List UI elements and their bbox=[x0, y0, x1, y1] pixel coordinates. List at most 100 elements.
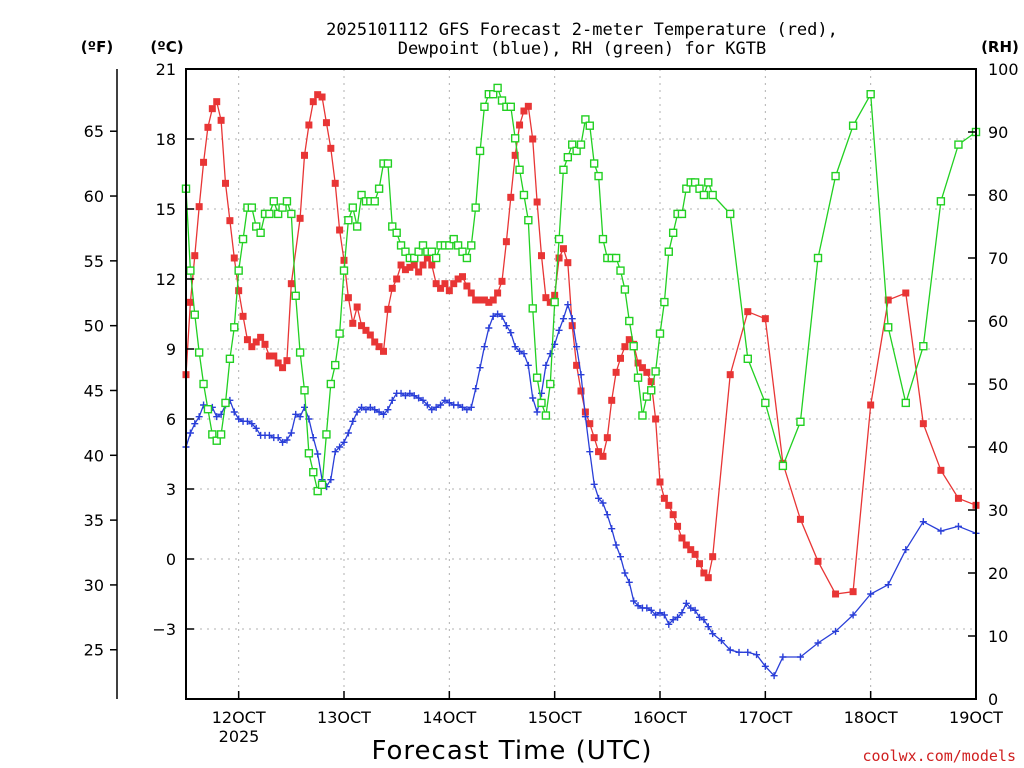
rh-point bbox=[221, 398, 230, 408]
dewpoint-point bbox=[437, 401, 445, 409]
rh-point bbox=[633, 373, 643, 382]
temperature-point bbox=[432, 280, 440, 288]
dewpoint-point bbox=[674, 613, 682, 621]
rh-point bbox=[743, 354, 752, 363]
dewpoint-point bbox=[612, 541, 620, 549]
x-tick-label: 12OCT bbox=[212, 708, 266, 727]
rh-point bbox=[208, 430, 217, 439]
temperature-point bbox=[542, 294, 550, 302]
dewpoint-point bbox=[459, 403, 466, 411]
rh-point bbox=[936, 197, 946, 206]
rh-point bbox=[497, 96, 507, 105]
celsius-tick-label: 3 bbox=[166, 480, 176, 499]
x-axis-label: Forecast Time (UTC) bbox=[371, 736, 652, 766]
temperature-point bbox=[595, 448, 603, 456]
fahrenheit-tick-label: 30 bbox=[84, 576, 104, 595]
fahrenheit-tick-label: 55 bbox=[84, 252, 104, 271]
temperature-point bbox=[538, 252, 545, 260]
dewpoint-point bbox=[779, 653, 787, 661]
dewpoint-point bbox=[717, 637, 725, 645]
dewpoint-point bbox=[573, 343, 581, 351]
rh-point bbox=[238, 234, 248, 244]
dewpoint-point bbox=[919, 518, 927, 526]
rh-point bbox=[559, 165, 568, 175]
x-tick-label: 14OCT bbox=[422, 708, 476, 727]
rh-point bbox=[322, 430, 331, 439]
rh-point bbox=[695, 184, 704, 193]
rh-point bbox=[392, 228, 401, 238]
rh-point bbox=[194, 348, 204, 357]
celsius-tick-label: 21 bbox=[156, 60, 176, 79]
rh-point bbox=[317, 480, 327, 489]
temperature-point bbox=[459, 273, 466, 281]
x-tick-label: 17OCT bbox=[738, 708, 792, 727]
dewpoint-point bbox=[235, 415, 243, 423]
rh-point bbox=[489, 89, 498, 99]
dewpoint-point bbox=[502, 322, 510, 330]
rh-point bbox=[668, 228, 678, 238]
rh-point bbox=[199, 379, 208, 389]
temperature-point bbox=[761, 315, 769, 323]
rh-point bbox=[431, 253, 441, 263]
dewpoint-point bbox=[542, 361, 550, 369]
temperature-point bbox=[208, 105, 216, 113]
rh-point bbox=[216, 430, 226, 439]
site-credit: coolwx.com/models bbox=[862, 747, 1016, 765]
temperature-point bbox=[375, 343, 383, 351]
temperature-point bbox=[533, 198, 541, 206]
dewpoint-point bbox=[621, 569, 629, 577]
dewpoint-point bbox=[555, 326, 563, 334]
temperature-point bbox=[265, 352, 273, 360]
celsius-tick-label: 18 bbox=[156, 130, 176, 149]
temperature-point bbox=[814, 557, 822, 565]
temperature-point bbox=[397, 261, 405, 269]
temperature-point bbox=[257, 333, 265, 341]
dewpoint-point bbox=[248, 420, 256, 428]
dewpoint-point bbox=[704, 623, 712, 631]
rh-point bbox=[304, 449, 314, 458]
dewpoint-point bbox=[700, 616, 708, 624]
dewpoint-point bbox=[494, 310, 502, 318]
dewpoint-point bbox=[243, 417, 251, 425]
temperature-point bbox=[849, 588, 857, 596]
temperature-point bbox=[555, 254, 563, 262]
dewpoint-point bbox=[770, 672, 778, 680]
x-tick-label: 15OCT bbox=[528, 708, 582, 727]
dewpoint-point bbox=[191, 420, 199, 428]
temperature-point bbox=[678, 534, 686, 542]
temperature-point bbox=[393, 275, 401, 283]
rh-point bbox=[550, 297, 559, 307]
rh-point bbox=[225, 354, 235, 363]
temperature-point bbox=[358, 322, 366, 330]
temperature-point bbox=[445, 287, 453, 295]
rh-point bbox=[581, 115, 590, 124]
rh-point bbox=[401, 247, 410, 256]
dewpoint-point bbox=[476, 364, 484, 372]
rh-tick-label: 60 bbox=[988, 312, 1008, 331]
dewpoint-point bbox=[415, 394, 423, 402]
dewpoint-point bbox=[344, 429, 352, 437]
rh-point bbox=[203, 405, 213, 414]
temperature-point bbox=[511, 151, 519, 159]
temperature-point bbox=[612, 368, 620, 376]
dewpoint-point bbox=[353, 408, 361, 416]
rh-point bbox=[625, 316, 634, 326]
dewpoint-point bbox=[331, 448, 339, 456]
temperature-point bbox=[423, 254, 431, 262]
temperature-point bbox=[937, 466, 945, 474]
temperature-point bbox=[502, 238, 510, 246]
rh-point bbox=[616, 266, 625, 275]
temperature-point bbox=[200, 158, 208, 166]
temperature-point bbox=[726, 371, 734, 379]
dewpoint-point bbox=[849, 611, 857, 619]
dewpoint-point bbox=[309, 434, 317, 442]
rh-point bbox=[620, 285, 630, 294]
rh-point bbox=[291, 291, 300, 300]
rh-point bbox=[357, 190, 366, 200]
dewpoint-point bbox=[538, 389, 545, 397]
fahrenheit-tick-label: 50 bbox=[84, 317, 104, 336]
temperature-point bbox=[643, 368, 651, 376]
series-line bbox=[185, 302, 977, 677]
dewpoint-point bbox=[744, 648, 752, 656]
